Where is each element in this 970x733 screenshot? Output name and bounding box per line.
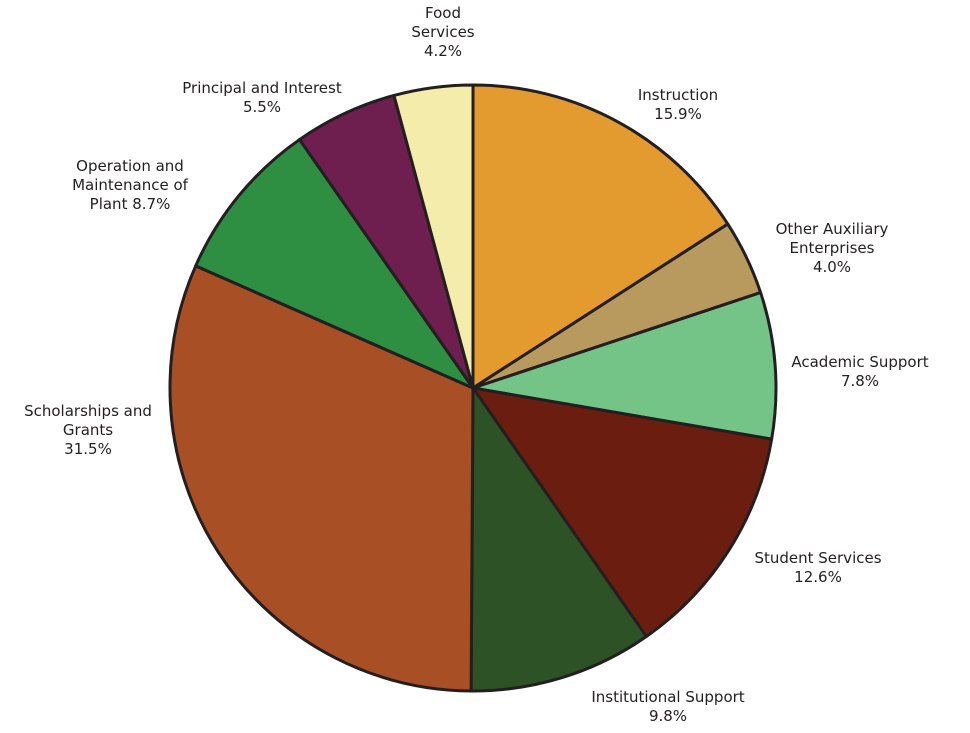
category-name: Other Auxiliary Enterprises: [775, 220, 889, 257]
value-label: 9.8%: [648, 707, 688, 725]
value-label: 5.5%: [242, 98, 282, 116]
slice-label: Principal and Interest 5.5%: [152, 79, 372, 117]
value-label: 4.2%: [423, 42, 463, 60]
category-name: Instruction: [637, 86, 719, 104]
category-name: Scholarships and Grants: [24, 402, 152, 439]
value-label: 12.6%: [794, 568, 842, 586]
slice-label: Institutional Support 9.8%: [558, 688, 778, 726]
pie-slice: [471, 83, 730, 390]
slice-label: Other Auxiliary Enterprises 4.0%: [762, 220, 902, 277]
category-name: Student Services: [754, 549, 882, 567]
pie-slice: [471, 386, 774, 638]
category-name: Operation and Maintenance of Plant: [72, 157, 188, 213]
pie-slice: [194, 138, 475, 390]
slice-label: Student Services 12.6%: [733, 549, 903, 587]
pie-slice: [471, 291, 778, 441]
slice-label: Food Services 4.2%: [403, 4, 483, 61]
pie-slice: [469, 386, 648, 693]
value-label: 7.8%: [840, 372, 880, 390]
value-label: 4.0%: [812, 258, 852, 276]
category-name: Institutional Support: [591, 688, 745, 706]
pie-slice: [392, 83, 475, 390]
pie-slice: [168, 264, 475, 693]
slice-label: Academic Support 7.8%: [765, 353, 955, 391]
slice-label: Instruction 15.9%: [603, 86, 753, 124]
category-name: Food Services: [411, 4, 475, 41]
value-label: 8.7%: [132, 195, 171, 213]
slice-label: Scholarships and Grants 31.5%: [13, 402, 163, 459]
category-name: Academic Support: [791, 353, 929, 371]
value-label: 31.5%: [64, 440, 112, 458]
slice-label: Operation and Maintenance of Plant 8.7%: [55, 157, 205, 214]
value-label: 15.9%: [654, 105, 702, 123]
category-name: Principal and Interest: [182, 79, 342, 97]
